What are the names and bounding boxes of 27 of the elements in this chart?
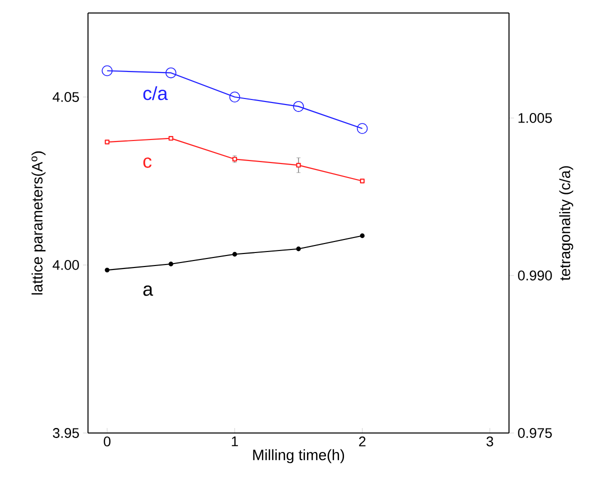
y-tick-label: 4.00 [52, 260, 79, 270]
point [104, 268, 110, 272]
point [229, 92, 240, 102]
point [293, 101, 304, 112]
x-tick-label: 0 [104, 436, 110, 446]
x-tick-label: 3 [486, 436, 494, 446]
y-tick-label: 3.95 [52, 428, 79, 438]
point [102, 65, 113, 76]
point [296, 246, 301, 252]
series-label: a [143, 286, 154, 296]
point [166, 67, 176, 78]
point [168, 262, 174, 266]
point [356, 123, 368, 134]
series-label: c [143, 157, 152, 168]
y-axis-title: lattice parameters(A$^{o}$) [32, 151, 46, 294]
y2-axis-title: tetragonality (c/a) [559, 166, 574, 281]
point [360, 233, 365, 238]
x-tick-label: 1 [232, 436, 238, 446]
point [296, 162, 301, 168]
y-tick-label: 4.05 [52, 92, 79, 102]
y2-tick-label: 1.005 [518, 113, 552, 123]
y2-tick-label: 0.990 [518, 270, 552, 280]
y2-tick-label: 0.975 [518, 428, 552, 438]
point [232, 252, 238, 257]
series-label: c/a [143, 86, 168, 100]
x-axis-title: Milling time(h) [253, 449, 344, 464]
x-tick-label: 2 [359, 436, 366, 446]
